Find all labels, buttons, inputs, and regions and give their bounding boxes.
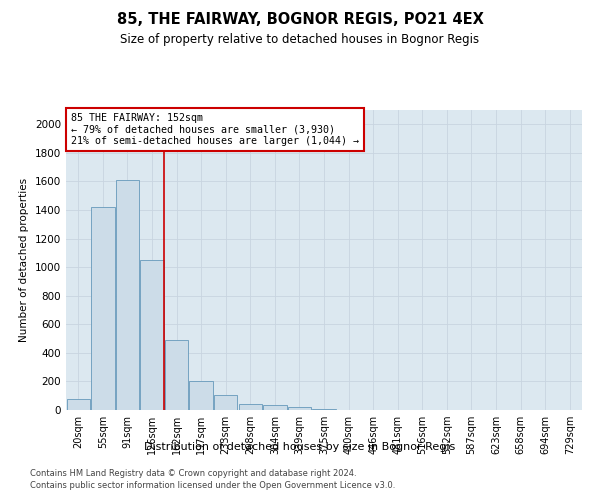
Bar: [288, 407, 311, 410]
Bar: [313, 408, 335, 410]
Text: 85, THE FAIRWAY, BOGNOR REGIS, PO21 4EX: 85, THE FAIRWAY, BOGNOR REGIS, PO21 4EX: [116, 12, 484, 28]
Bar: [140, 260, 164, 410]
Bar: [190, 380, 213, 410]
Text: Size of property relative to detached houses in Bognor Regis: Size of property relative to detached ho…: [121, 32, 479, 46]
Bar: [165, 340, 188, 410]
Text: 85 THE FAIRWAY: 152sqm
← 79% of detached houses are smaller (3,930)
21% of semi-: 85 THE FAIRWAY: 152sqm ← 79% of detached…: [71, 113, 359, 146]
Text: Contains public sector information licensed under the Open Government Licence v3: Contains public sector information licen…: [30, 481, 395, 490]
Bar: [263, 406, 287, 410]
Bar: [67, 398, 90, 410]
Bar: [91, 207, 115, 410]
Bar: [239, 404, 262, 410]
Text: Distribution of detached houses by size in Bognor Regis: Distribution of detached houses by size …: [145, 442, 455, 452]
Bar: [214, 395, 238, 410]
Bar: [116, 180, 139, 410]
Y-axis label: Number of detached properties: Number of detached properties: [19, 178, 29, 342]
Text: Contains HM Land Registry data © Crown copyright and database right 2024.: Contains HM Land Registry data © Crown c…: [30, 468, 356, 477]
